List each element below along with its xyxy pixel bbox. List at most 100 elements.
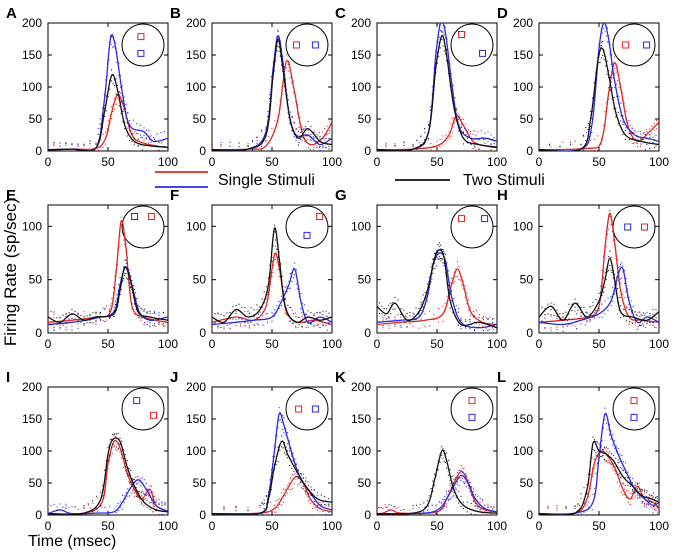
panel-label: K	[335, 369, 346, 386]
red-error-dot	[270, 517, 271, 518]
blue-error-dot	[377, 145, 378, 148]
red-error-dot	[622, 483, 624, 485]
red-error-dot	[550, 151, 551, 152]
red-error-dot	[562, 155, 563, 156]
receptive-field-circle	[121, 387, 165, 431]
red-error-dot	[448, 137, 450, 139]
blue-error-dot	[287, 443, 289, 445]
blue-series-line	[377, 474, 497, 515]
red-error-dot	[125, 117, 127, 119]
blue-error-dot	[575, 328, 578, 330]
blue-error-dot	[646, 321, 648, 323]
blue-error-dot	[319, 321, 321, 323]
red-error-dot	[539, 509, 540, 511]
blue-error-dot	[473, 144, 475, 147]
red-error-dot	[272, 272, 274, 274]
red-error-dot	[428, 310, 431, 312]
black-error-dot	[441, 454, 443, 456]
blue-error-dot	[621, 468, 623, 470]
blue-error-dot	[155, 499, 157, 501]
black-error-dot	[615, 470, 617, 472]
red-error-dot	[149, 325, 151, 327]
blue-error-dot	[290, 111, 292, 113]
black-error-dot	[559, 151, 560, 152]
black-error-dot	[241, 318, 243, 320]
black-error-dot	[290, 320, 292, 322]
blue-error-dot	[602, 32, 604, 34]
black-error-dot	[253, 309, 255, 311]
red-error-dot	[453, 122, 455, 124]
black-error-dot	[609, 451, 611, 453]
black-error-dot	[470, 502, 472, 504]
red-error-dot	[143, 139, 145, 141]
black-error-dot	[547, 303, 549, 305]
blue-error-dot	[145, 494, 147, 496]
red-error-dot	[288, 306, 290, 308]
blue-error-dot	[432, 268, 434, 270]
blue-error-dot	[316, 323, 318, 325]
x-tick-label: 100	[158, 519, 178, 533]
red-error-dot	[143, 146, 145, 148]
black-error-dot	[444, 53, 446, 55]
red-error-dot	[442, 320, 444, 322]
blue-error-dot	[493, 505, 495, 507]
blue-error-dot	[273, 309, 275, 311]
red-error-dot	[92, 511, 94, 513]
black-error-dot	[56, 317, 58, 319]
blue-error-dot	[625, 117, 627, 119]
red-error-dot	[482, 500, 484, 502]
black-error-dot	[434, 253, 436, 255]
black-error-dot	[595, 440, 597, 443]
black-error-dot	[641, 501, 643, 503]
blue-error-dot	[53, 519, 54, 520]
black-error-dot	[319, 312, 321, 314]
blue-error-dot	[656, 498, 659, 500]
black-error-dot	[646, 322, 648, 325]
red-error-dot	[317, 324, 320, 326]
black-error-dot	[83, 505, 85, 507]
red-error-dot	[492, 318, 494, 320]
blue-error-dot	[322, 310, 324, 312]
red-error-dot	[141, 495, 143, 497]
blue-error-dot	[388, 325, 390, 327]
red-series-line	[377, 268, 497, 326]
red-error-dot	[290, 477, 292, 479]
blue-error-dot	[443, 250, 445, 253]
black-error-dot	[458, 491, 460, 493]
blue-error-dot	[443, 265, 445, 267]
red-error-dot	[620, 491, 622, 493]
red-error-dot	[627, 501, 630, 503]
blue-error-dots	[377, 23, 495, 150]
black-error-dot	[211, 516, 212, 517]
red-error-dot	[267, 517, 268, 518]
blue-error-dot	[556, 328, 558, 331]
black-error-dot	[251, 149, 254, 151]
y-tick-label: 0	[526, 144, 533, 158]
red-error-dot	[328, 505, 330, 508]
black-error-dot	[416, 139, 418, 141]
black-error-dot	[247, 516, 248, 517]
blue-error-dot	[291, 280, 293, 282]
red-error-dot	[108, 119, 110, 121]
red-error-dot	[611, 467, 613, 469]
black-error-dot	[446, 467, 448, 469]
black-error-dot	[149, 139, 151, 141]
red-error-dot	[597, 135, 599, 137]
red-error-dot	[461, 118, 463, 120]
red-error-dot	[646, 506, 648, 508]
red-error-dot	[239, 323, 242, 325]
red-error-dots	[48, 90, 163, 151]
red-error-dot	[248, 325, 251, 327]
receptive-field-circle	[285, 387, 329, 431]
black-error-dot	[136, 483, 138, 485]
black-error-dot	[437, 244, 439, 246]
blue-error-dot	[77, 327, 79, 329]
red-error-dot	[476, 309, 478, 312]
y-tick-label: 100	[513, 80, 533, 94]
red-error-dot	[445, 134, 447, 136]
black-error-dot	[74, 318, 76, 320]
red-stimulus-square	[458, 31, 465, 38]
blue-error-dot	[629, 476, 631, 478]
blue-error-dot	[431, 263, 433, 265]
red-error-dot	[393, 505, 395, 507]
